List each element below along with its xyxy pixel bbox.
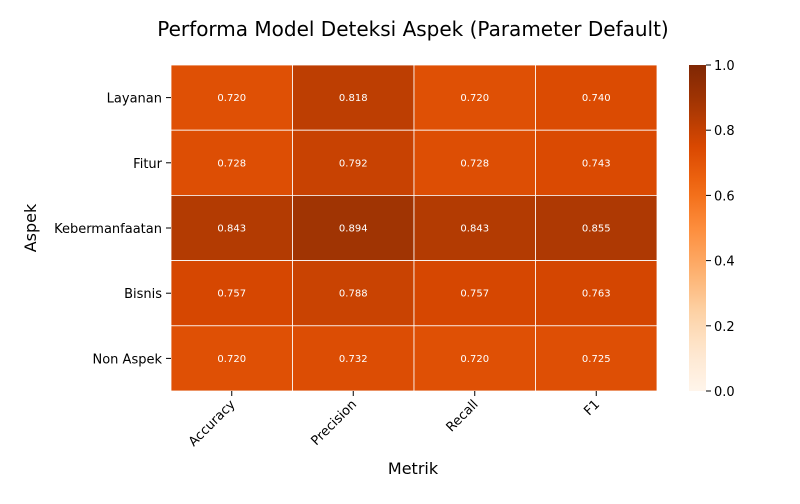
heatmap-cell: [170, 129, 293, 196]
chart-title: Performa Model Deteksi Aspek (Parameter …: [157, 17, 668, 41]
cell-value-label: 0.855: [582, 224, 611, 235]
heatmap-cell: [292, 129, 415, 196]
heatmap-cell: [292, 64, 415, 131]
cell-value-label: 0.732: [339, 354, 368, 365]
cell-value-label: 0.757: [217, 289, 246, 300]
x-tick-label: Recall: [444, 397, 482, 435]
cell-value-label: 0.763: [582, 289, 611, 300]
heatmap-cell: [535, 129, 658, 196]
cell-value-label: 0.720: [460, 354, 489, 365]
cell-value-label: 0.894: [339, 224, 368, 235]
y-tick-labels: Layanan Fitur Kebermanfaatan Bisnis Non Aspe…: [54, 92, 171, 367]
colorbar-tick-label: 0.0: [714, 385, 735, 400]
heatmap-cell: [413, 325, 536, 392]
cell-value-label: 0.728: [460, 158, 489, 169]
cell-value-label: 0.843: [217, 224, 246, 235]
cell-value-label: 0.792: [339, 158, 368, 169]
colorbar-gradient: [689, 65, 706, 391]
heatmap-cell: [292, 194, 415, 261]
cell-value-label: 0.757: [460, 289, 489, 300]
colorbar-tick-label: 0.2: [714, 320, 735, 335]
colorbar-tick-label: 0.8: [714, 124, 735, 139]
cell-value-label: 0.843: [460, 224, 489, 235]
colorbar-tick-label: 0.6: [714, 189, 735, 204]
heatmap-cell: [170, 325, 293, 392]
y-tick-label: Layanan: [107, 92, 162, 107]
cell-value-label: 0.740: [582, 93, 611, 104]
heatmap-cell: [292, 325, 415, 392]
heatmap-cell: [413, 260, 536, 327]
x-axis-label: Metrik: [388, 459, 439, 478]
cell-value-label: 0.720: [460, 93, 489, 104]
heatmap-cell: [535, 325, 658, 392]
x-tick-label: F1: [581, 397, 603, 419]
y-tick-label: Kebermanfaatan: [54, 222, 162, 237]
heatmap-cell: [535, 194, 658, 261]
cell-value-label: 0.728: [217, 158, 246, 169]
colorbar: 0.0 0.2 0.4 0.6 0.8 1.0: [689, 59, 735, 400]
heatmap-cell: [535, 260, 658, 327]
x-tick-labels: Accuracy Precision Recall F1: [186, 391, 603, 450]
cell-value-label: 0.788: [339, 289, 368, 300]
cell-value-label: 0.818: [339, 93, 368, 104]
y-tick-label: Bisnis: [124, 287, 162, 302]
y-tick-label: Non Aspek: [93, 352, 163, 367]
cell-value-label: 0.743: [582, 158, 611, 169]
heatmap-cell: [413, 64, 536, 131]
y-tick-label: Fitur: [133, 157, 162, 172]
y-axis-label: Aspek: [21, 203, 40, 252]
heatmap-cell: [535, 64, 658, 131]
heatmap-cell: [170, 64, 293, 131]
x-tick-label: Precision: [308, 397, 360, 449]
heatmap-cells: 0.720 0.818 0.720 0.740 0.728 0.792 0.728 0.743…: [170, 64, 658, 392]
cell-value-label: 0.720: [217, 93, 246, 104]
heatmap-cell: [292, 260, 415, 327]
colorbar-tick-label: 0.4: [714, 255, 735, 270]
cell-value-label: 0.720: [217, 354, 246, 365]
colorbar-tick-label: 1.0: [714, 59, 735, 74]
cell-value-label: 0.725: [582, 354, 611, 365]
heatmap-cell: [170, 260, 293, 327]
x-tick-label: Accuracy: [186, 397, 239, 450]
